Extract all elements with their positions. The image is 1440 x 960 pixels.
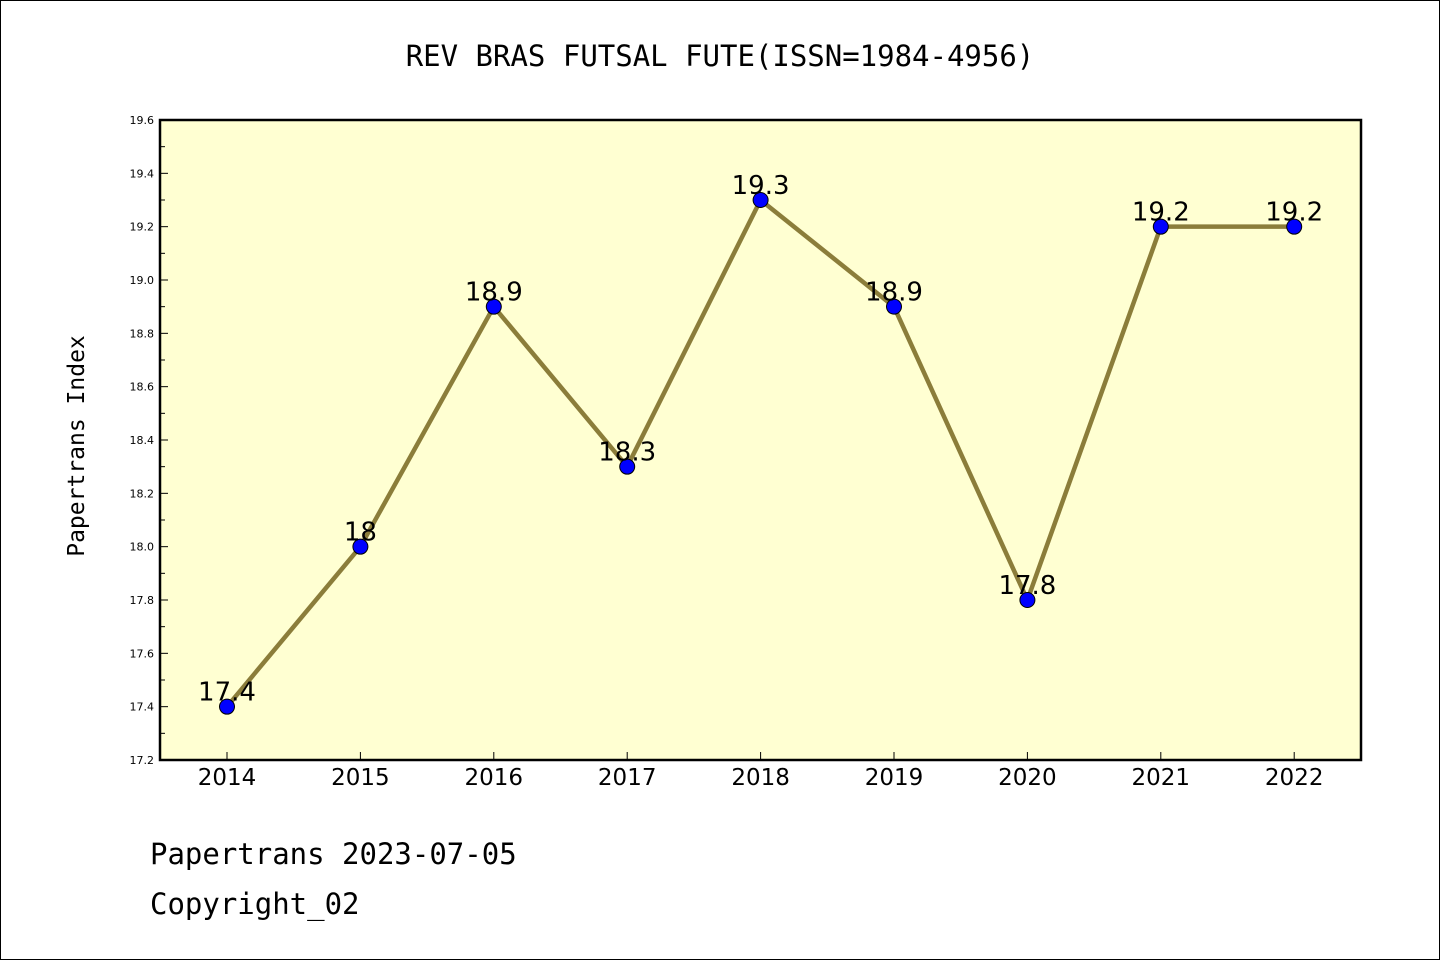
y-tick-label: 17.6 [130, 647, 155, 660]
data-point [219, 698, 235, 715]
footer-date: Papertrans 2023-07-05 [150, 837, 517, 871]
x-tick-label: 2016 [465, 765, 524, 791]
data-point [485, 298, 502, 315]
data-label: 18.9 [465, 278, 523, 308]
y-tick-label: 17.2 [130, 754, 155, 767]
data-point [1019, 592, 1036, 608]
y-axis: 17.2 17.4 17.6 17.8 18.0 18.2 18.4 18.6 18.8 19.0… [130, 114, 168, 767]
y-tick-label: 18.6 [130, 381, 155, 394]
marker-group [219, 192, 1303, 715]
data-label: 18.3 [598, 438, 656, 468]
data-point [619, 458, 636, 475]
y-tick-label: 17.8 [130, 594, 155, 607]
data-label: 19.3 [732, 171, 790, 201]
data-label: 19.2 [1265, 198, 1323, 228]
data-point [352, 538, 369, 555]
y-tick-label: 19.4 [130, 167, 155, 180]
y-tick-label: 19.2 [130, 221, 155, 234]
data-label: 18.9 [865, 278, 923, 308]
y-tick-label: 18.4 [130, 434, 155, 447]
y-tick-label: 18.2 [130, 487, 155, 500]
x-tick-label: 2019 [865, 765, 924, 791]
x-tick-label: 2015 [331, 765, 390, 791]
data-point [886, 298, 902, 315]
x-tick-label: 2014 [198, 765, 257, 791]
y-tick-label: 18.8 [130, 327, 155, 340]
data-point [1152, 218, 1169, 235]
y-tick-label: 19.0 [130, 274, 155, 287]
x-tick-label: 2022 [1265, 765, 1324, 791]
y-tick-label: 17.4 [130, 701, 155, 714]
data-label: 17.4 [198, 678, 256, 708]
data-point [1286, 218, 1303, 235]
data-label: 19.2 [1132, 198, 1190, 228]
x-tick-label: 2020 [998, 765, 1057, 791]
x-tick-label: 2018 [731, 765, 790, 791]
y-tick-label: 18.0 [130, 541, 155, 554]
footer-copyright: Copyright_02 [150, 887, 360, 922]
data-label-group: 17.4 18 18.9 18.3 19.3 18.9 17.8 19.2 19.2 [198, 171, 1323, 708]
data-label: 18 [344, 518, 377, 548]
x-axis: 2014 2015 2016 2017 2018 2019 2020 2021 2022 [198, 752, 1324, 791]
y-tick-label: 19.6 [130, 114, 155, 127]
y-axis-label: Papertrans Index [64, 335, 90, 557]
x-tick-label: 2021 [1132, 765, 1191, 791]
data-point [752, 192, 769, 208]
chart-title: REV BRAS FUTSAL FUTE(ISSN=1984-4956) [406, 39, 1035, 73]
data-label: 17.8 [998, 571, 1056, 601]
x-tick-label: 2017 [598, 765, 657, 791]
